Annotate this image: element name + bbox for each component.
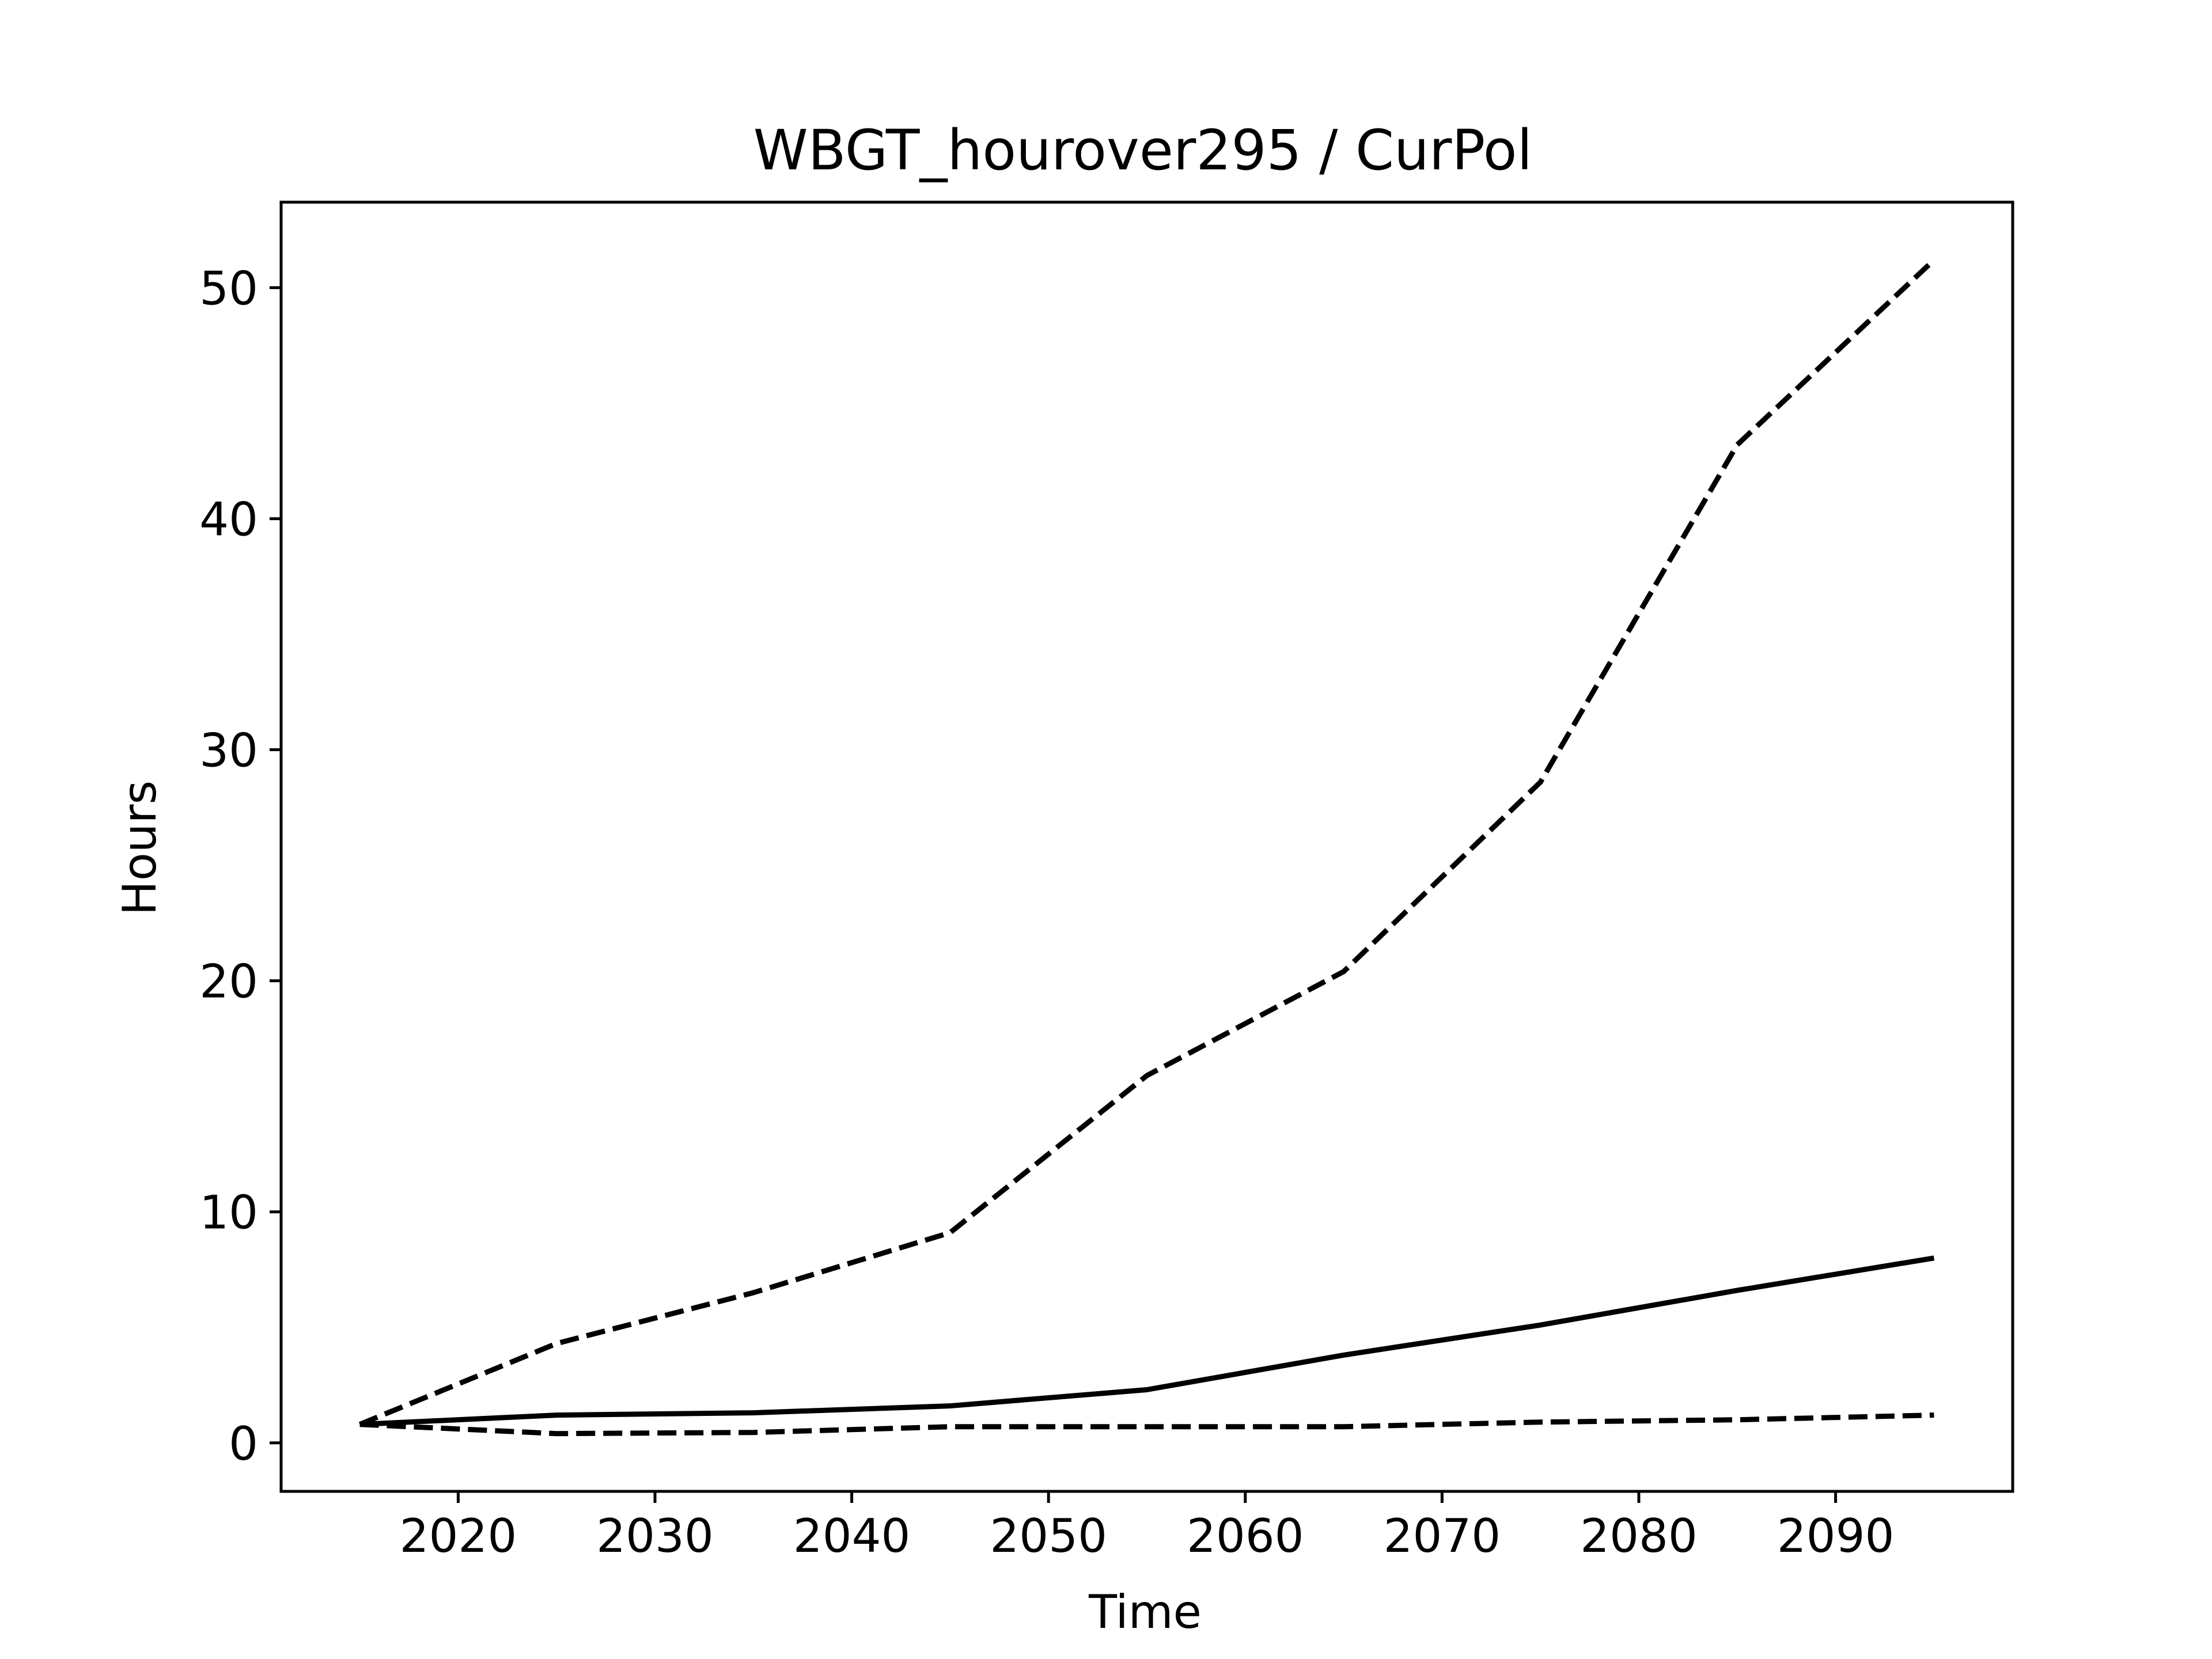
x-tick-label: 2080 xyxy=(1580,1509,1698,1563)
x-tick-label: 2060 xyxy=(1187,1509,1304,1563)
x-tick-label: 2070 xyxy=(1384,1509,1501,1563)
x-axis: 2020 2030 2040 2050 2060 2070 2080 2090 xyxy=(400,1491,1895,1563)
chart-title: WBGT_hourover295 / CurPol xyxy=(753,118,1532,183)
x-tick-label: 2090 xyxy=(1777,1509,1895,1563)
x-axis-title: Time xyxy=(1088,1585,1202,1639)
y-tick-label: 0 xyxy=(229,1417,258,1471)
x-tick-label: 2030 xyxy=(596,1509,714,1563)
x-tick-label: 2040 xyxy=(793,1509,911,1563)
x-tick-label: 2020 xyxy=(400,1509,517,1563)
series-line-1 xyxy=(358,258,1936,1427)
x-tick-label: 2050 xyxy=(990,1509,1107,1563)
y-tick-label: 10 xyxy=(199,1186,258,1240)
series-line-2 xyxy=(359,1255,1935,1427)
y-tick-label: 50 xyxy=(199,262,258,315)
series-line-3 xyxy=(359,1412,1934,1437)
y-tick-label: 30 xyxy=(199,724,258,778)
y-tick-label: 40 xyxy=(199,493,258,546)
y-tick-label: 20 xyxy=(199,955,258,1009)
y-axis-title: Hours xyxy=(113,781,166,915)
series-layer xyxy=(358,258,1936,1437)
y-axis: 0 10 20 30 40 50 xyxy=(199,262,281,1471)
plot-frame xyxy=(279,200,2014,1493)
